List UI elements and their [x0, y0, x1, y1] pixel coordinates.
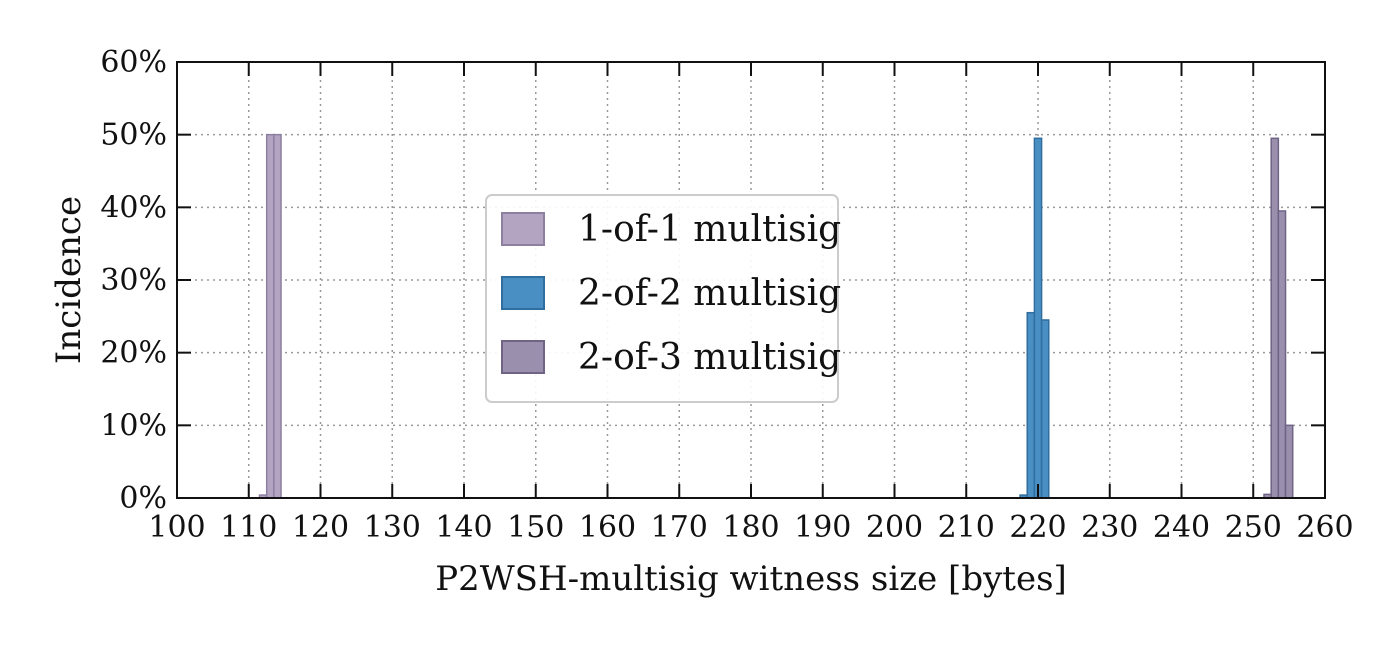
histogram-bar-series-1 — [265, 133, 275, 499]
histogram-bar-series-2 — [1026, 311, 1036, 499]
x-tick-label: 160 — [579, 510, 636, 545]
legend-label: 2-of-3 multisig — [578, 337, 841, 378]
x-tick-label: 100 — [148, 510, 205, 545]
x-tick-label: 110 — [220, 510, 277, 545]
x-tick-label: 120 — [292, 510, 349, 545]
x-tick-label: 130 — [364, 510, 421, 545]
histogram-bar-series-2 — [1040, 319, 1050, 499]
legend-swatch — [501, 276, 545, 310]
histogram-bar-series-3 — [1277, 210, 1287, 499]
x-tick-label: 170 — [651, 510, 708, 545]
y-tick-label: 40% — [100, 190, 167, 225]
histogram-bar-series-3 — [1284, 424, 1294, 499]
legend: 1-of-1 multisig 2-of-2 multisig 2-of-3 mul… — [485, 194, 841, 403]
x-tick-label: 150 — [507, 510, 564, 545]
y-tick-labels: 0% 10% 20% 30% 40% 50% 60% — [100, 45, 167, 516]
x-tick-label: 240 — [1153, 510, 1210, 545]
y-tick-label: 10% — [100, 408, 167, 443]
legend-label: 1-of-1 multisig — [578, 209, 841, 250]
x-tick-label: 140 — [435, 510, 492, 545]
x-tick-label: 200 — [866, 510, 923, 545]
y-tick-label: 20% — [100, 336, 167, 371]
y-tick-label: 30% — [100, 263, 167, 298]
y-tick-label: 0% — [119, 481, 167, 516]
x-tick-label: 190 — [794, 510, 851, 545]
x-tick-label: 180 — [722, 510, 779, 545]
x-tick-label: 260 — [1296, 510, 1353, 545]
y-tick-label: 50% — [100, 118, 167, 153]
x-tick-labels: 100 110 120 130 140 150 160 170 180 190 200 210 220 2… — [148, 510, 1353, 545]
x-tick-label: 230 — [1081, 510, 1138, 545]
legend-swatch — [501, 340, 545, 374]
x-axis-label: P2WSH-multisig witness size [bytes] — [435, 559, 1067, 599]
legend-box — [485, 194, 839, 403]
histogram-bar-series-2 — [1033, 137, 1043, 499]
axis-ticks — [176, 61, 1326, 499]
x-tick-label: 250 — [1225, 510, 1282, 545]
y-axis-label: Incidence — [49, 196, 89, 364]
legend-label: 2-of-2 multisig — [578, 273, 841, 314]
x-tick-label: 220 — [1009, 510, 1066, 545]
histogram-bar-series-1 — [273, 133, 282, 499]
legend-swatch — [501, 212, 545, 246]
y-tick-label: 60% — [100, 45, 167, 80]
histogram-bar-series-3 — [1270, 137, 1280, 499]
x-tick-label: 210 — [938, 510, 995, 545]
